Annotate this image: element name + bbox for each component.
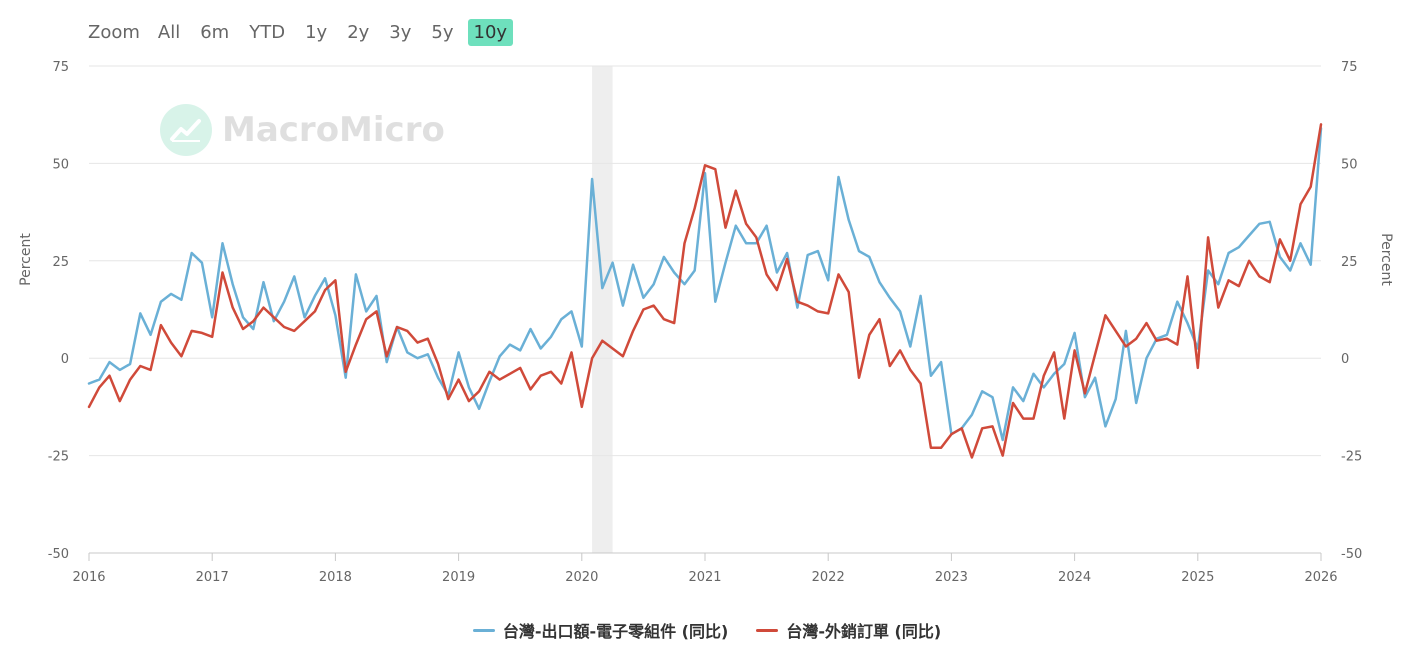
y-tick-label-right: -25	[1341, 450, 1362, 465]
series-line-export-orders	[87, 123, 1323, 459]
y-tick-label-left: 75	[52, 60, 69, 75]
x-tick-label: 2025	[1181, 570, 1214, 585]
legend-swatch-orders	[756, 628, 779, 632]
x-tick-label: 2021	[688, 570, 721, 585]
x-tick-label: 2023	[935, 570, 968, 585]
y-tick-label-left: -50	[48, 547, 69, 562]
shaded-region	[592, 66, 613, 553]
y-tick-label-right: 25	[1341, 255, 1358, 270]
series-line-electronics-exports	[87, 127, 1323, 442]
y-tick-label-left: 50	[52, 157, 69, 172]
y-tick-label-right: 0	[1341, 352, 1349, 367]
watermark-brand: MacroMicro	[222, 110, 445, 150]
x-tick-label: 2024	[1058, 570, 1091, 585]
x-tick-label: 2018	[319, 570, 352, 585]
x-tick-label: 2017	[196, 570, 229, 585]
zoom-ytd-button[interactable]: YTD	[243, 19, 291, 46]
legend-label-electronics: 台灣-出口額-電子零組件 (同比)	[502, 622, 729, 641]
zoom-1y-button[interactable]: 1y	[299, 19, 333, 46]
x-tick-label: 2026	[1304, 570, 1337, 585]
legend-swatch-electronics	[472, 628, 495, 632]
zoom-5y-button[interactable]: 5y	[425, 19, 459, 46]
x-tick-label: 2016	[72, 570, 105, 585]
y-tick-label-left: 25	[52, 255, 69, 270]
zoom-label: Zoom	[88, 21, 140, 43]
y-axis-title-right: Percent	[1378, 233, 1394, 286]
zoom-all-button[interactable]: All	[152, 19, 186, 46]
x-tick-label: 2022	[812, 570, 845, 585]
y-tick-label-left: 0	[61, 352, 69, 367]
zoom-6m-button[interactable]: 6m	[194, 19, 235, 46]
zoom-3y-button[interactable]: 3y	[383, 19, 417, 46]
y-tick-label-right: 75	[1341, 60, 1358, 75]
x-tick-label: 2020	[565, 570, 598, 585]
zoom-2y-button[interactable]: 2y	[341, 19, 375, 46]
y-tick-label-left: -25	[48, 450, 69, 465]
y-tick-label-right: -50	[1341, 547, 1362, 562]
legend: 台灣-出口額-電子零組件 (同比) 台灣-外銷訂單 (同比)	[0, 618, 1414, 642]
x-tick-label: 2019	[442, 570, 475, 585]
legend-item-export-orders[interactable]: 台灣-外銷訂單 (同比)	[756, 618, 941, 642]
chart-trend-icon	[160, 104, 212, 156]
y-tick-label-right: 50	[1341, 157, 1358, 172]
legend-label-orders: 台灣-外銷訂單 (同比)	[786, 622, 942, 641]
legend-item-electronics-exports[interactable]: 台灣-出口額-電子零組件 (同比)	[472, 618, 729, 642]
y-axis-title-left: Percent	[18, 233, 34, 286]
range-selector: Zoom All 6m YTD 1y 2y 3y 5y 10y	[82, 16, 521, 48]
watermark: MacroMicro	[160, 104, 445, 156]
zoom-10y-button[interactable]: 10y	[467, 18, 514, 46]
